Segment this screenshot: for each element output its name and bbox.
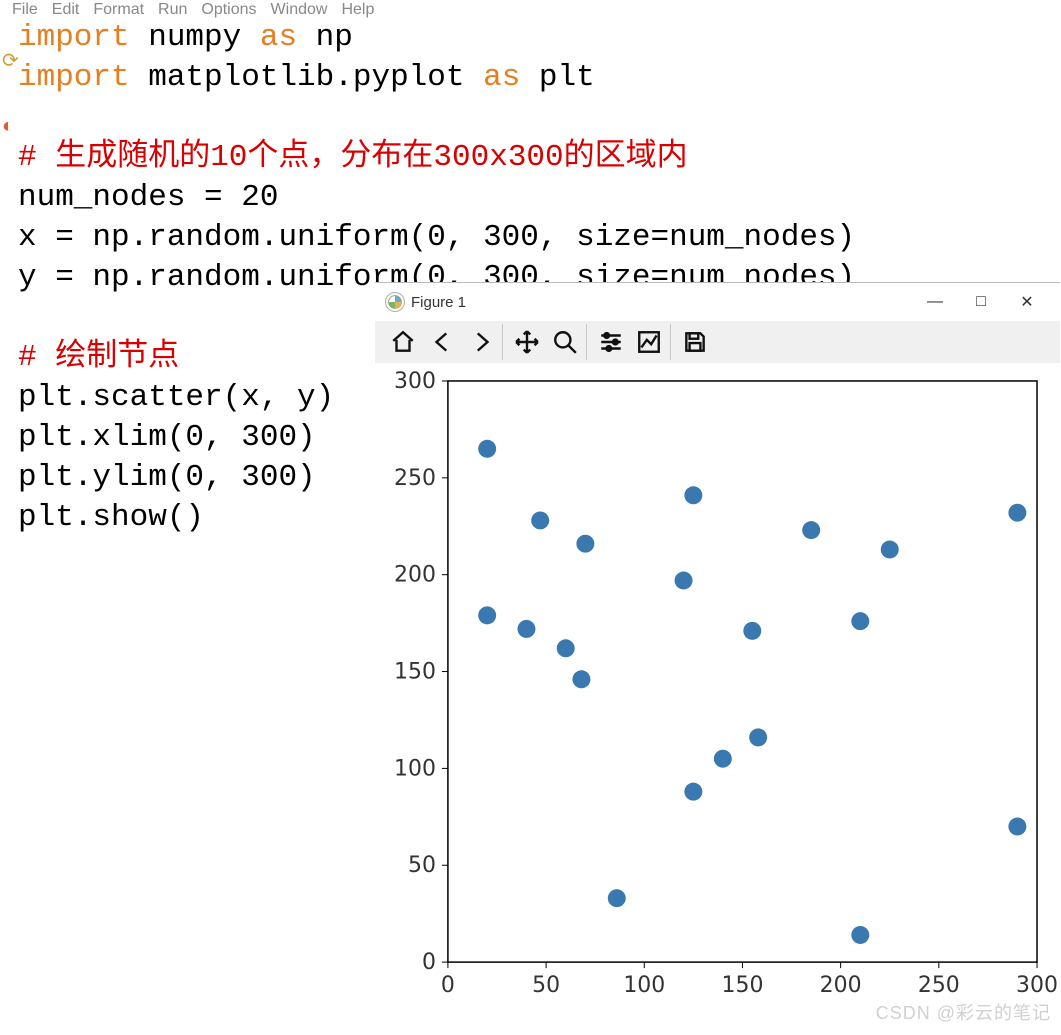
y-tick-label: 200	[394, 563, 436, 588]
scatter-point	[608, 889, 626, 907]
menu-options[interactable]: Options	[201, 1, 256, 19]
scatter-point	[743, 622, 761, 640]
x-tick-label: 50	[532, 973, 560, 998]
configure-icon[interactable]	[591, 324, 631, 360]
back-icon[interactable]	[423, 324, 463, 360]
scatter-point	[517, 620, 535, 638]
scatter-point	[572, 670, 590, 688]
scatter-point	[576, 535, 594, 553]
y-tick-label: 50	[408, 853, 436, 878]
scatter-point	[557, 639, 575, 657]
gutter-icon: ◐	[2, 115, 14, 138]
close-button[interactable]: ✕	[1004, 286, 1050, 318]
x-tick-label: 0	[441, 973, 455, 998]
forward-icon[interactable]	[463, 324, 503, 360]
y-tick-label: 0	[422, 950, 436, 975]
x-tick-label: 300	[1016, 973, 1058, 998]
y-tick-label: 300	[394, 369, 436, 394]
scatter-point	[478, 606, 496, 624]
watermark: CSDN @彩云的笔记	[876, 999, 1051, 1025]
pan-icon[interactable]	[507, 324, 547, 360]
x-tick-label: 100	[623, 973, 665, 998]
figure-window: Figure 1 — □ ✕ 05010015020025	[375, 282, 1060, 1030]
scatter-point	[851, 926, 869, 944]
menu-run[interactable]: Run	[158, 1, 187, 19]
scatter-point	[675, 572, 693, 590]
zoom-icon[interactable]	[547, 324, 587, 360]
scatter-plot: 0 50 100 150 200 250 300 0 50 100 150 200 250 300	[375, 363, 1060, 1030]
scatter-point	[881, 541, 899, 559]
minimize-button[interactable]: —	[912, 286, 958, 318]
scatter-point	[714, 750, 732, 768]
y-tick-label: 150	[394, 660, 436, 685]
titlebar: Figure 1 — □ ✕	[375, 283, 1060, 321]
save-icon[interactable]	[675, 324, 715, 360]
app-icon	[385, 292, 405, 312]
figure-toolbar	[375, 321, 1060, 363]
gutter-icon: ⟳	[2, 48, 19, 73]
x-tick-label: 200	[820, 973, 862, 998]
menu-window[interactable]: Window	[271, 1, 328, 19]
maximize-button[interactable]: □	[958, 286, 1004, 318]
scatter-point	[478, 440, 496, 458]
y-tick-label: 100	[394, 756, 436, 781]
scatter-point	[1008, 504, 1026, 522]
plot-icon[interactable]	[631, 324, 671, 360]
scatter-point	[531, 511, 549, 529]
scatter-point	[802, 521, 820, 539]
home-icon[interactable]	[383, 324, 423, 360]
menu-file[interactable]: File	[12, 1, 38, 19]
menubar: File Edit Format Run Options Window Help	[0, 0, 1061, 20]
scatter-point	[684, 783, 702, 801]
x-tick-label: 250	[918, 973, 960, 998]
scatter-point	[684, 486, 702, 504]
scatter-point	[1008, 818, 1026, 836]
menu-edit[interactable]: Edit	[52, 1, 80, 19]
x-tick-label: 150	[722, 973, 764, 998]
figure-title: Figure 1	[411, 294, 466, 311]
y-tick-label: 250	[394, 466, 436, 491]
menu-format[interactable]: Format	[93, 1, 144, 19]
scatter-point	[749, 728, 767, 746]
scatter-point	[851, 612, 869, 630]
menu-help[interactable]: Help	[341, 1, 374, 19]
